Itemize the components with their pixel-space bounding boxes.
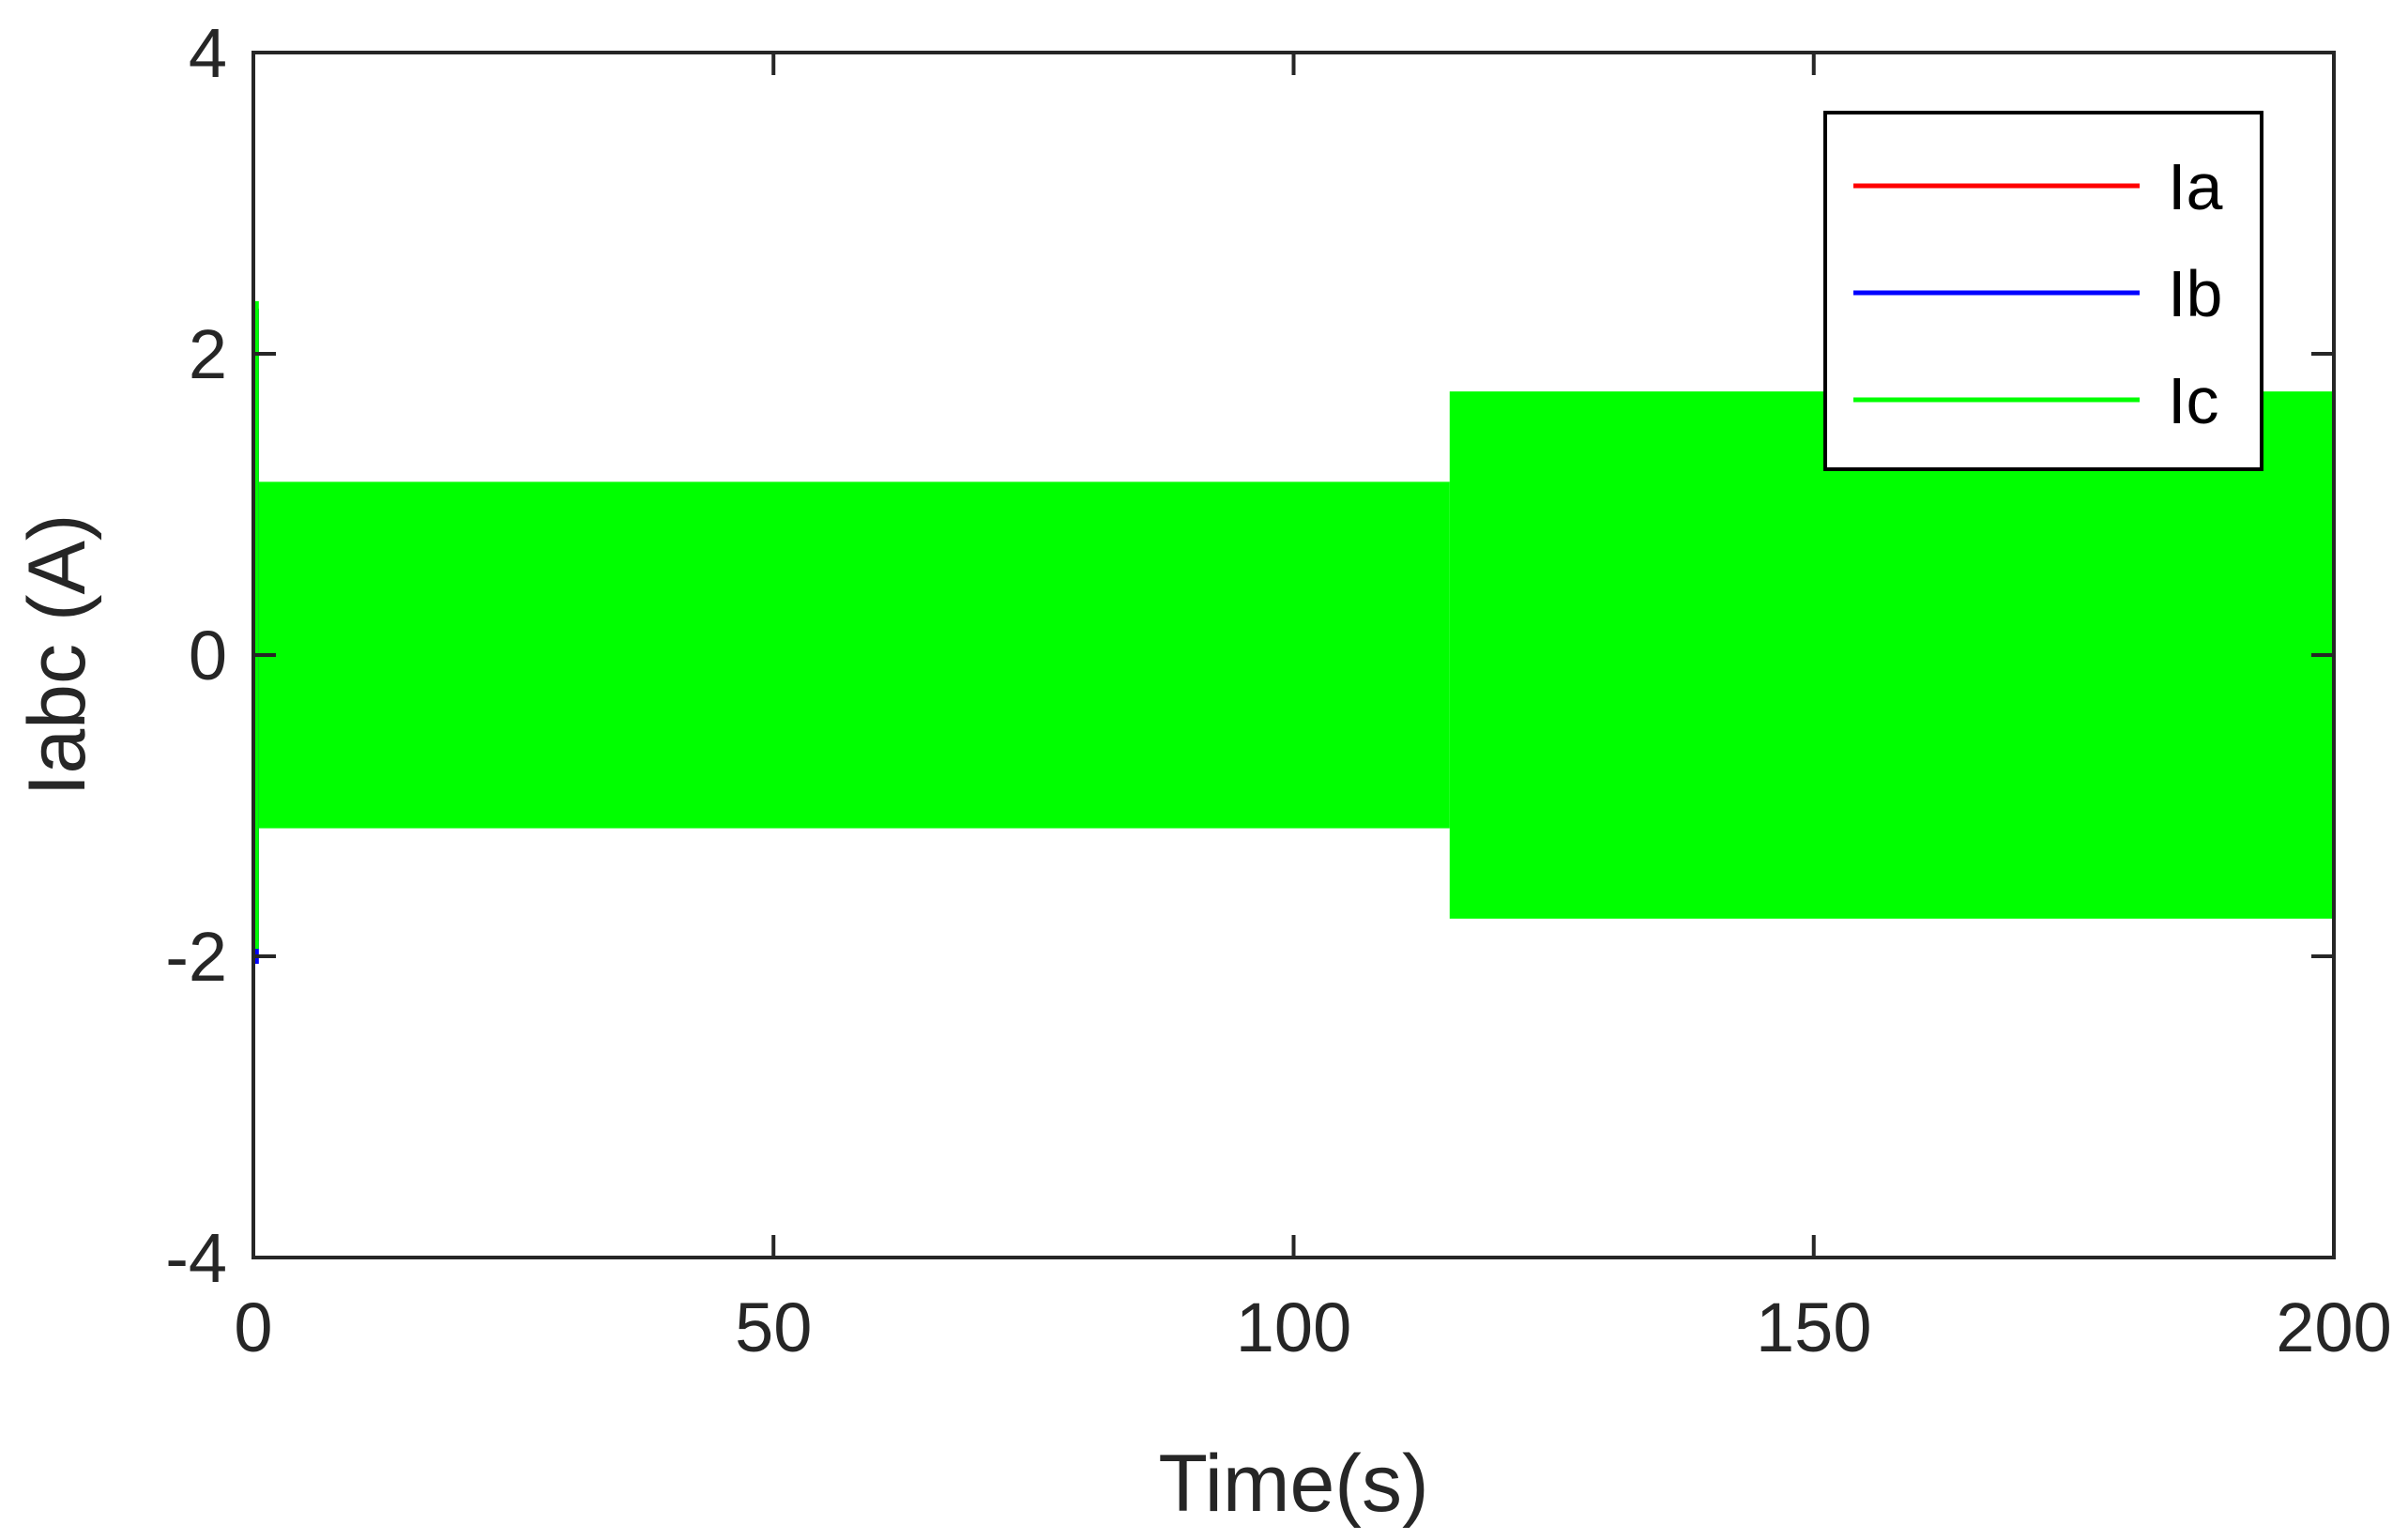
legend-label-ic: Ic (2168, 364, 2218, 437)
y-tick-label: 4 (189, 14, 227, 92)
x-tick-label: 50 (735, 1288, 812, 1366)
y-axis-label: Iabc (A) (12, 513, 102, 796)
y-tick-label: 2 (189, 315, 227, 393)
y-tick-label: 0 (189, 617, 227, 694)
series-ic-envelope-1 (253, 481, 1450, 829)
legend-label-ib: Ib (2168, 257, 2222, 330)
series-ic-envelope-2 (1449, 391, 2334, 919)
x-tick-label: 0 (234, 1288, 272, 1366)
x-tick-label: 100 (1236, 1288, 1351, 1366)
legend: Ia Ib Ic (1823, 111, 2263, 471)
series-layer (253, 300, 2334, 965)
legend-label-ia: Ia (2168, 150, 2222, 223)
x-axis-label: Time(s) (1158, 1439, 1428, 1529)
x-tick-label: 200 (2276, 1288, 2391, 1366)
x-tick-label: 150 (1756, 1288, 1871, 1366)
tick-layer: 0 50 100 150 200 -4 -2 0 2 4 (165, 14, 2392, 1366)
y-tick-label: -4 (165, 1219, 227, 1297)
y-tick-label: -2 (165, 918, 227, 996)
